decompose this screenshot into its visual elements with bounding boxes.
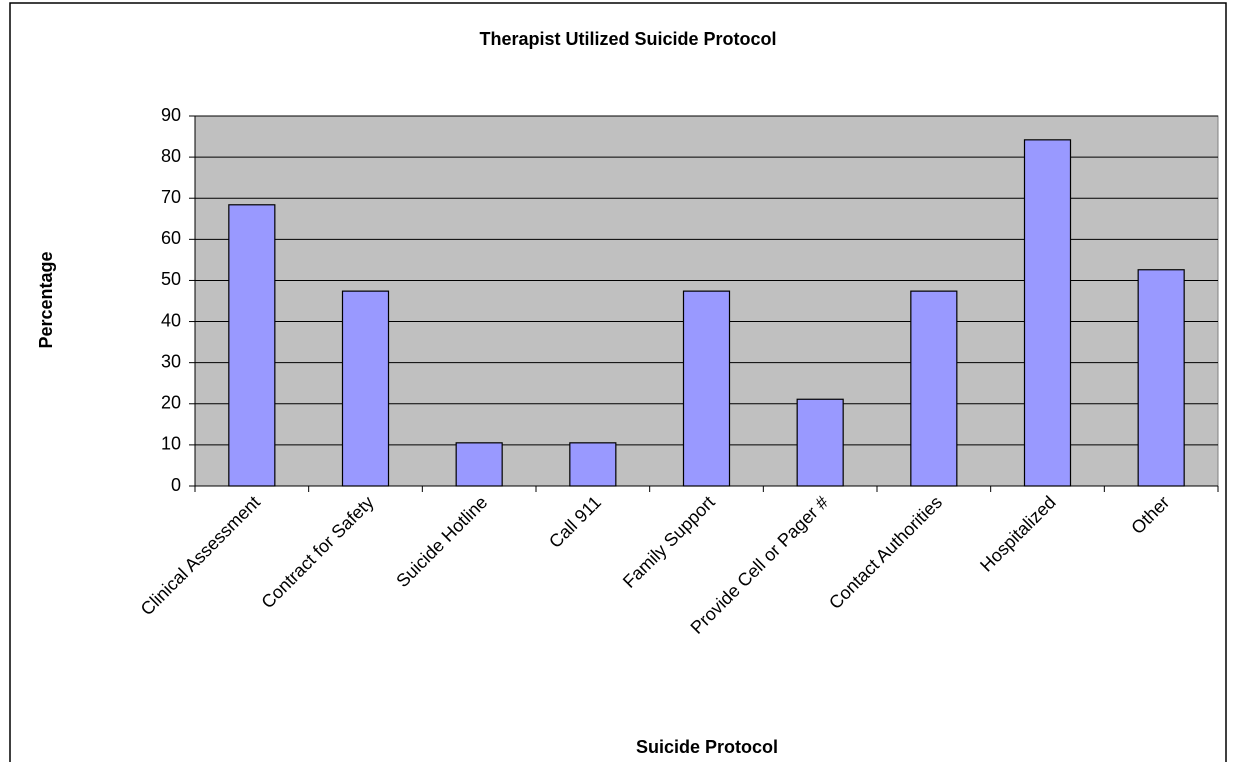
bar	[682, 290, 731, 487]
y-tick-label: 20	[161, 393, 181, 413]
y-axis-label: Percentage	[36, 251, 56, 348]
x-axis-label: Suicide Protocol	[636, 737, 778, 757]
y-tick-label: 0	[171, 475, 181, 495]
y-tick-label: 70	[161, 187, 181, 207]
y-tick-label: 40	[161, 310, 181, 330]
bar	[455, 442, 503, 487]
y-tick-label: 50	[161, 269, 181, 289]
bar	[1023, 139, 1072, 487]
y-tick-label: 80	[161, 146, 181, 166]
y-tick-label: 90	[161, 105, 181, 125]
bar	[341, 290, 390, 487]
y-tick-label: 10	[161, 434, 181, 454]
bar	[228, 204, 276, 487]
bar	[1137, 269, 1185, 487]
y-tick-label: 60	[161, 228, 181, 248]
bar	[910, 290, 958, 487]
chart-title: Therapist Utilized Suicide Protocol	[479, 29, 776, 49]
bar	[569, 442, 617, 487]
bar	[796, 398, 844, 487]
y-tick-label: 30	[161, 351, 181, 371]
